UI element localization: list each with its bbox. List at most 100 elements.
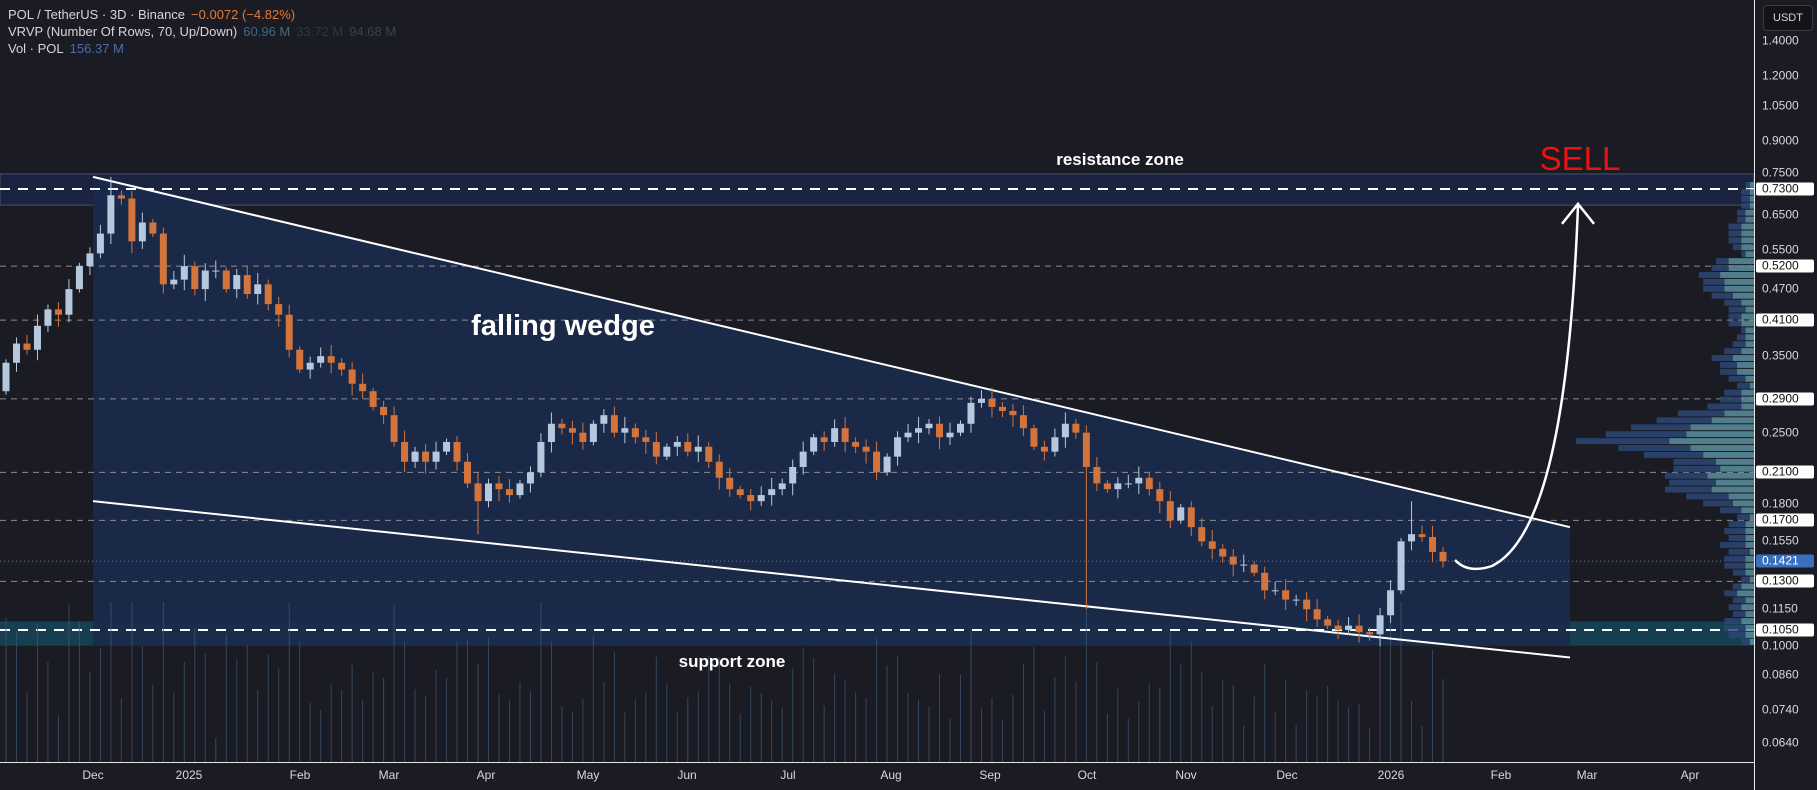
vrvp-up-row <box>1728 265 1754 272</box>
candle-down <box>631 428 639 438</box>
price-tick: 0.6500 <box>1762 207 1799 222</box>
volume-value: 156.37 M <box>69 41 124 56</box>
time-tick: Apr <box>476 768 496 782</box>
candle-up <box>96 233 104 254</box>
candle-down <box>1208 541 1216 549</box>
candle-up <box>621 428 629 433</box>
candle-up <box>946 432 954 438</box>
vrvp-label[interactable]: VRVP (Number Of Rows, 70, Up/Down) <box>8 24 238 39</box>
time-tick: Sep <box>979 768 1001 782</box>
vrvp-up-row <box>1745 306 1754 313</box>
candle-up <box>12 343 20 363</box>
time-tick: Feb <box>289 768 311 782</box>
vrvp-down: 33.72 M <box>296 24 344 39</box>
candle-up <box>915 428 923 433</box>
candle-up <box>516 483 524 496</box>
price-tick: 0.4700 <box>1762 281 1799 296</box>
vrvp-down-row <box>1698 272 1721 278</box>
candle-up <box>957 423 965 433</box>
candle-down <box>495 483 503 490</box>
candle-up <box>107 195 115 234</box>
vrvp-down-row <box>1737 334 1746 341</box>
symbol-title[interactable]: POL / TetherUS · 3D · Binance <box>8 7 186 22</box>
vrvp-down-row <box>1703 500 1733 507</box>
level-tag: 0.2100 <box>1756 465 1814 479</box>
vrvp-down-row <box>1732 569 1746 576</box>
candle-up <box>1114 483 1122 490</box>
vrvp-up-row <box>1732 500 1754 507</box>
candle-up <box>894 437 902 457</box>
vrvp-up-row <box>1741 313 1754 320</box>
vrvp-up-row <box>1741 230 1754 237</box>
vrvp-up-row <box>1745 334 1754 341</box>
candle-up <box>254 284 262 295</box>
candle-down <box>1030 428 1038 447</box>
vrvp-up-row <box>1745 611 1754 618</box>
candle-down <box>568 428 576 433</box>
vrvp-down-row <box>1728 604 1742 611</box>
vrvp-up-row <box>1741 299 1754 306</box>
vrvp-down-row <box>1703 278 1725 285</box>
vrvp-down-row <box>1728 320 1742 327</box>
candle-down <box>338 362 346 370</box>
candle-up <box>317 356 325 363</box>
candle-down <box>747 495 755 502</box>
vrvp-up-row <box>1741 403 1754 410</box>
vrvp-up-row <box>1749 182 1754 188</box>
candle-down <box>1429 537 1437 552</box>
candle-down <box>327 356 335 363</box>
vrvp-up-row <box>1749 202 1754 209</box>
time-tick: Dec <box>1276 768 1298 782</box>
candle-up <box>799 451 807 467</box>
candle-down <box>558 423 566 429</box>
candle-down <box>54 309 62 315</box>
candle-up <box>977 398 985 403</box>
volume-label[interactable]: Vol · POL <box>8 41 64 56</box>
candle-up <box>65 289 73 315</box>
price-tick: 0.0740 <box>1762 702 1799 716</box>
vrvp-down-row <box>1631 424 1691 431</box>
vrvp-up-row <box>1745 327 1754 334</box>
level-tag: 0.2900 <box>1756 392 1814 406</box>
vrvp-up-row <box>1745 209 1754 216</box>
candle-down <box>1229 556 1237 565</box>
vrvp-down-row <box>1728 230 1742 237</box>
vrvp-up-row <box>1741 389 1754 396</box>
vrvp-up-row <box>1745 597 1754 604</box>
vrvp-up-row <box>1715 458 1754 465</box>
candle-down <box>296 349 304 370</box>
time-tick: 2025 <box>175 768 203 782</box>
currency-button[interactable]: USDT <box>1763 5 1813 31</box>
candle-down <box>936 423 944 438</box>
vrvp-up-row <box>1728 493 1754 500</box>
candle-down <box>1093 466 1101 484</box>
vrvp-down-row <box>1728 631 1746 638</box>
vrvp-down-row <box>1576 438 1670 445</box>
price-tick: 1.4000 <box>1762 33 1799 48</box>
candle-up <box>1177 507 1185 521</box>
vrvp-down-row <box>1732 597 1746 604</box>
vrvp-up-row <box>1724 410 1754 417</box>
vrvp-down-row <box>1732 244 1742 251</box>
vrvp-down-row <box>1724 528 1746 535</box>
vrvp-up-row <box>1686 431 1754 438</box>
candle-up <box>883 456 891 473</box>
vrvp-down-row <box>1728 313 1742 320</box>
candle-down <box>852 441 860 447</box>
candle-up <box>1124 483 1132 485</box>
legend-volume-row: Vol · POL 156.37 M <box>8 41 130 56</box>
candle-down <box>1418 534 1426 538</box>
candle-up <box>2 362 10 392</box>
candle-up <box>1240 564 1248 566</box>
price-tick: 0.0640 <box>1762 735 1799 750</box>
candle-down <box>243 275 251 295</box>
candle-up <box>1408 534 1416 542</box>
vrvp-up-row <box>1703 451 1754 458</box>
candle-down <box>1313 609 1321 620</box>
arrowhead-icon <box>1561 201 1595 225</box>
price-tick: 1.2000 <box>1762 68 1799 83</box>
time-tick: Jul <box>780 768 796 782</box>
candle-up <box>904 432 912 438</box>
vrvp-up-row <box>1749 195 1754 202</box>
